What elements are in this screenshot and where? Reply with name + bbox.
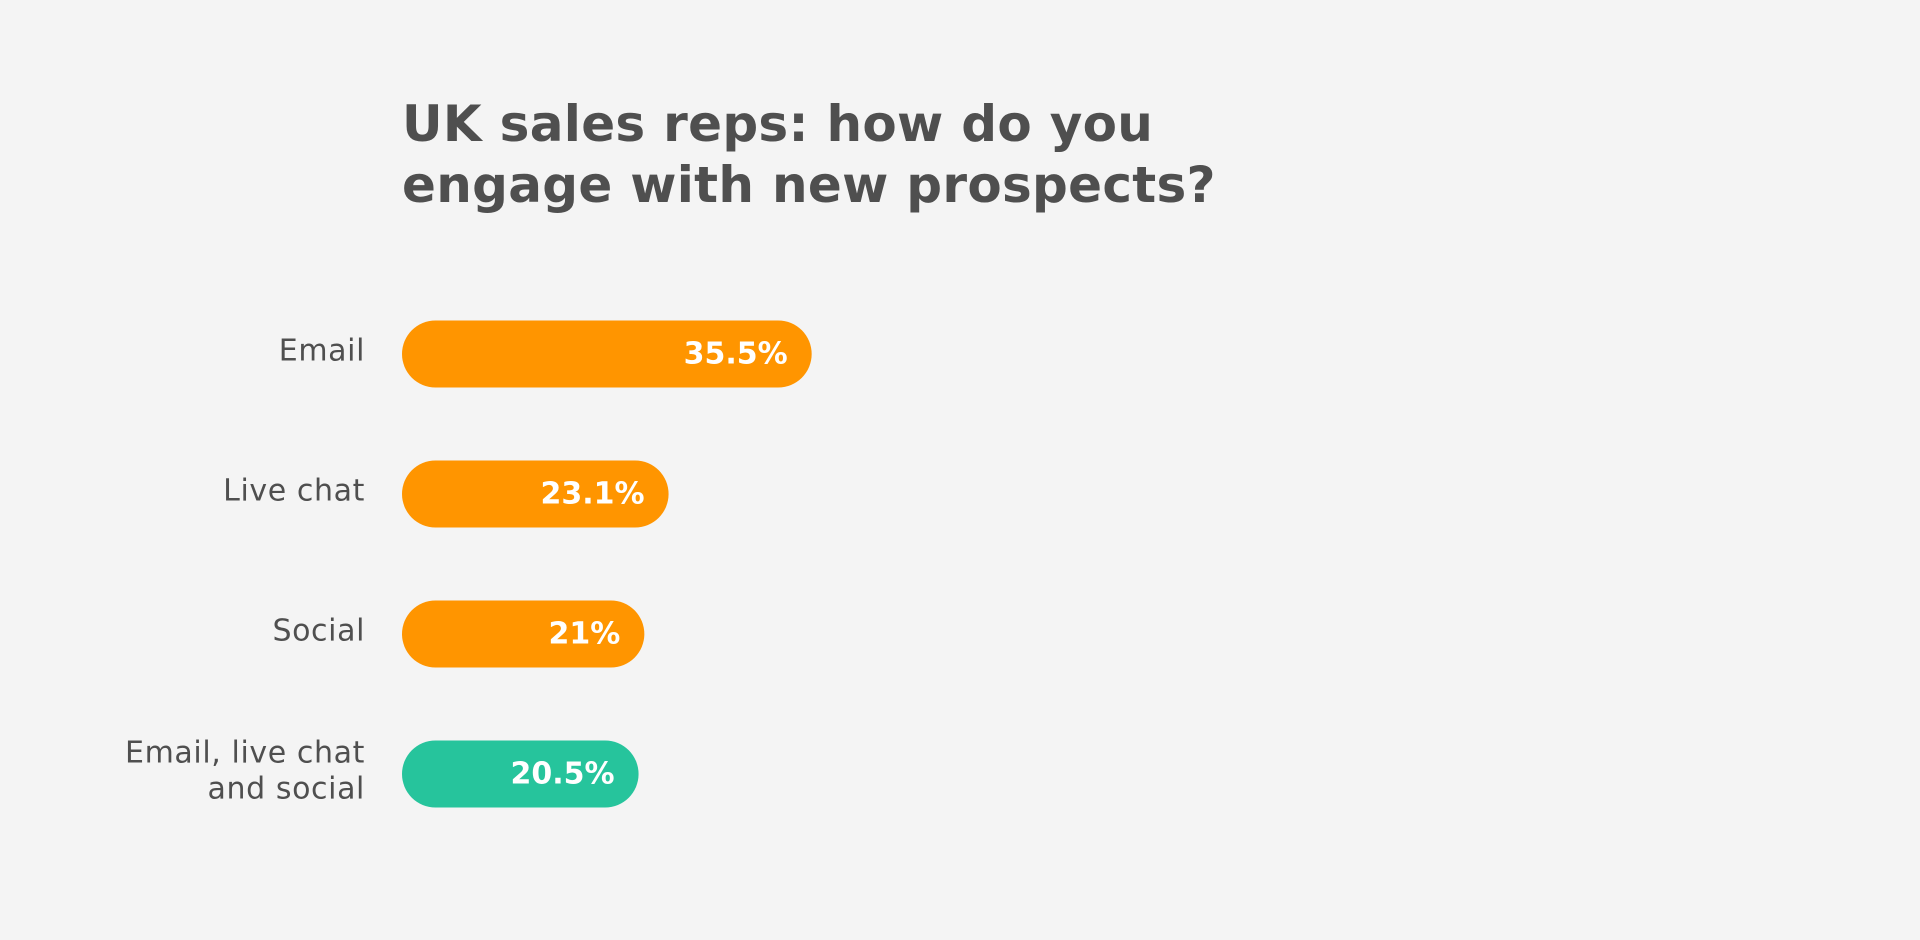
- category-label-0: Email: [279, 334, 365, 369]
- bar-value-label-3: 20.5%: [510, 757, 614, 792]
- chart-title-line-1: UK sales reps: how do you: [402, 95, 1154, 153]
- category-label-1: Live chat: [223, 474, 365, 509]
- bar-3: [402, 740, 639, 808]
- category-label-3-line-1: and social: [207, 772, 365, 807]
- bar-1: [402, 460, 669, 528]
- bar-0: [402, 320, 812, 388]
- category-label-3-line-0: Email, live chat: [125, 736, 365, 771]
- bar-value-label-1: 23.1%: [540, 477, 644, 512]
- bar-value-label-0: 35.5%: [684, 337, 788, 372]
- category-label-2: Social: [272, 614, 365, 649]
- bar-value-label-2: 21%: [549, 617, 621, 652]
- chart-title: UK sales reps: how do you engage with ne…: [402, 94, 1302, 216]
- bar-2: [402, 600, 645, 668]
- chart-title-line-2: engage with new prospects?: [402, 156, 1216, 214]
